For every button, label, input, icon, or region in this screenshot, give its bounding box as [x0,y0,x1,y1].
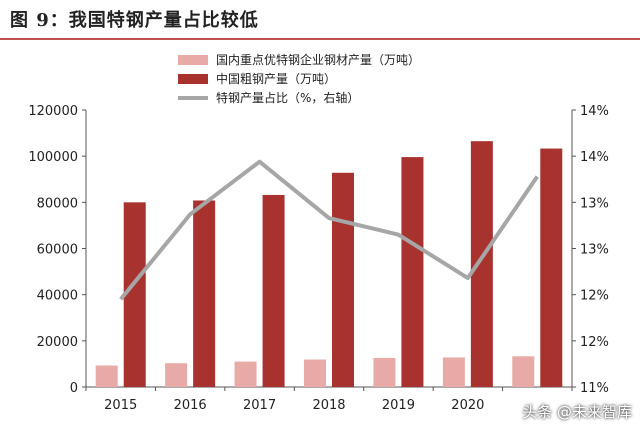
legend-label-share: 特钢产量占比（%，右轴） [216,91,360,105]
legend-label-crude: 中国粗钢产量（万吨） [216,72,337,86]
legend-swatch-special [178,54,208,65]
y-tick-label-left: 100000 [28,150,78,165]
x-tick-label: 2019 [382,398,415,413]
bar-crude [193,200,216,387]
y-tick-label-right: 13% [580,243,609,258]
bar-special [512,356,535,387]
x-tick-label: 2020 [451,398,484,413]
bar-special [234,361,257,387]
bar-special [373,357,396,387]
legend-swatch-crude [178,73,208,84]
line-share [119,159,539,301]
legend-item-crude: 中国粗钢产量（万吨） [178,69,420,88]
legend-swatch-share [178,95,208,100]
y-tick-label-left: 20000 [37,335,78,350]
y-tick-label-left: 60000 [37,243,78,258]
y-tick-label-left: 40000 [37,289,78,304]
bar-crude [123,202,146,387]
x-tick-label: 2015 [104,398,137,413]
x-tick-label: 2018 [312,398,345,413]
y-tick-label-right: 13% [580,196,609,211]
legend-item-share: 特钢产量占比（%，右轴） [178,88,420,107]
legend-item-special: 国内重点优特钢企业钢材产量（万吨） [178,50,420,69]
x-tick-label: 2017 [243,398,276,413]
y-tick-label-right: 14% [580,150,609,165]
bar-crude [262,194,285,387]
watermark: 头条 @未来智库 [522,403,632,421]
bar-crude [540,148,563,387]
bar-crude [470,141,493,387]
bar-special [95,365,118,387]
y-tick-label-left: 120000 [28,104,78,119]
y-tick-label-right: 14% [580,104,609,119]
y-tick-label-left: 80000 [37,196,78,211]
y-tick-label-right: 12% [580,335,609,350]
bar-special [304,359,326,387]
y-tick-label-right: 12% [580,289,609,304]
bar-crude [401,157,424,387]
figure-title: 图 9：我国特钢产量占比较低 [10,10,259,31]
bar-crude [332,172,354,387]
bar-special [442,357,465,387]
legend-label-special: 国内重点优特钢企业钢材产量（万吨） [216,53,421,67]
y-tick-label-right: 11% [580,381,609,396]
x-tick-label: 2016 [174,398,207,413]
y-tick-label-left: 0 [70,381,78,396]
legend: 国内重点优特钢企业钢材产量（万吨） 中国粗钢产量（万吨） 特钢产量占比（%，右轴… [178,50,420,107]
title-rule [0,38,640,40]
bar-special [165,363,188,387]
